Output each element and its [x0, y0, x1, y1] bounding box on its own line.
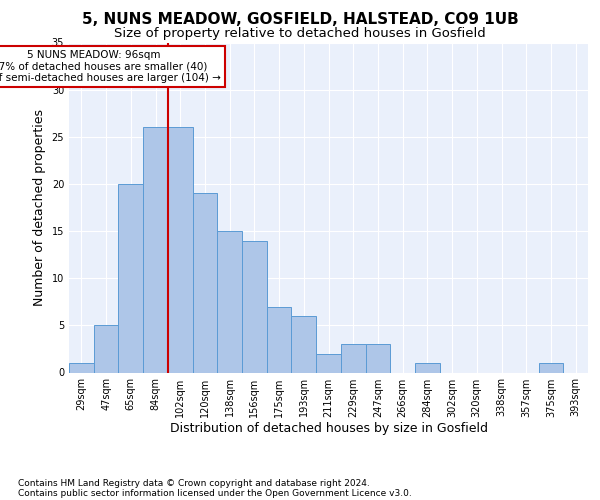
- X-axis label: Distribution of detached houses by size in Gosfield: Distribution of detached houses by size …: [170, 422, 487, 436]
- Bar: [292, 316, 316, 372]
- Text: Contains HM Land Registry data © Crown copyright and database right 2024.: Contains HM Land Registry data © Crown c…: [18, 478, 370, 488]
- Bar: [316, 354, 341, 372]
- Bar: [341, 344, 365, 372]
- Bar: [193, 194, 217, 372]
- Bar: [69, 363, 94, 372]
- Text: 5 NUNS MEADOW: 96sqm
← 27% of detached houses are smaller (40)
70% of semi-detac: 5 NUNS MEADOW: 96sqm ← 27% of detached h…: [0, 50, 221, 83]
- Text: Contains public sector information licensed under the Open Government Licence v3: Contains public sector information licen…: [18, 488, 412, 498]
- Text: 5, NUNS MEADOW, GOSFIELD, HALSTEAD, CO9 1UB: 5, NUNS MEADOW, GOSFIELD, HALSTEAD, CO9 …: [82, 12, 518, 28]
- Text: Size of property relative to detached houses in Gosfield: Size of property relative to detached ho…: [114, 28, 486, 40]
- Bar: [168, 128, 193, 372]
- Bar: [539, 363, 563, 372]
- Bar: [242, 240, 267, 372]
- Bar: [143, 128, 168, 372]
- Bar: [118, 184, 143, 372]
- Bar: [94, 326, 118, 372]
- Bar: [365, 344, 390, 372]
- Bar: [415, 363, 440, 372]
- Bar: [217, 231, 242, 372]
- Y-axis label: Number of detached properties: Number of detached properties: [33, 109, 46, 306]
- Bar: [267, 306, 292, 372]
